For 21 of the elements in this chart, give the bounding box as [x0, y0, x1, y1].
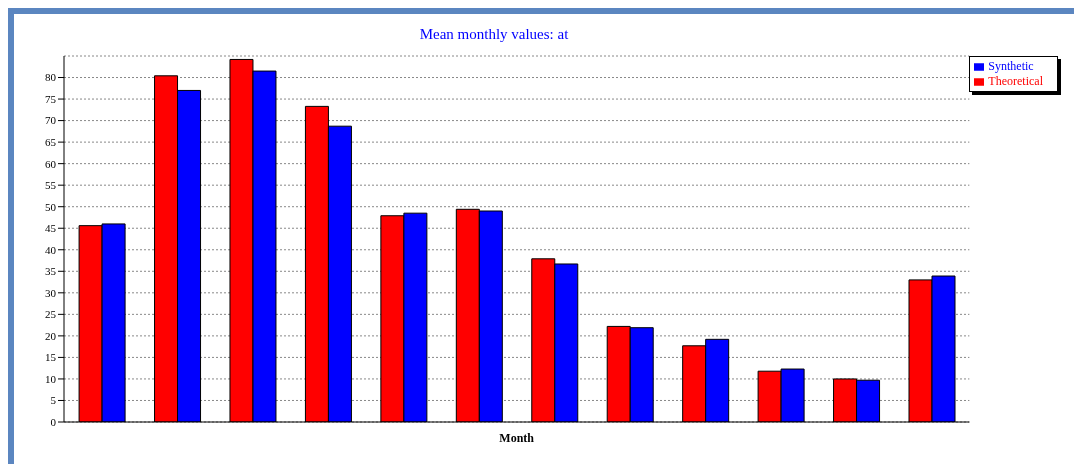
y-tick-label: 65 [45, 136, 57, 149]
y-tick-label: 45 [45, 222, 57, 235]
y-tick-label: 50 [45, 200, 57, 213]
chart-title: Mean monthly values: at [418, 25, 570, 44]
y-tick-label: 15 [45, 351, 57, 364]
y-tick-label: 70 [45, 114, 57, 127]
y-tick-label: 0 [50, 415, 57, 428]
y-tick-label: 55 [45, 179, 57, 192]
y-tick-label: 10 [45, 372, 57, 385]
x-axis-title: Month [499, 431, 535, 445]
y-tick-label: 5 [50, 394, 57, 407]
y-tick-label: 80 [45, 71, 57, 84]
legend-label: Theoretical [988, 74, 1043, 88]
y-tick-label: 20 [45, 329, 57, 342]
y-tick-label: 30 [45, 286, 57, 299]
y-tick-label: 25 [45, 308, 57, 321]
y-tick-label: 40 [45, 243, 57, 256]
y-tick-label: 60 [45, 157, 57, 170]
y-tick-label: 75 [45, 92, 57, 105]
y-tick-label: 35 [45, 265, 57, 278]
legend-label: Synthetic [988, 59, 1034, 73]
